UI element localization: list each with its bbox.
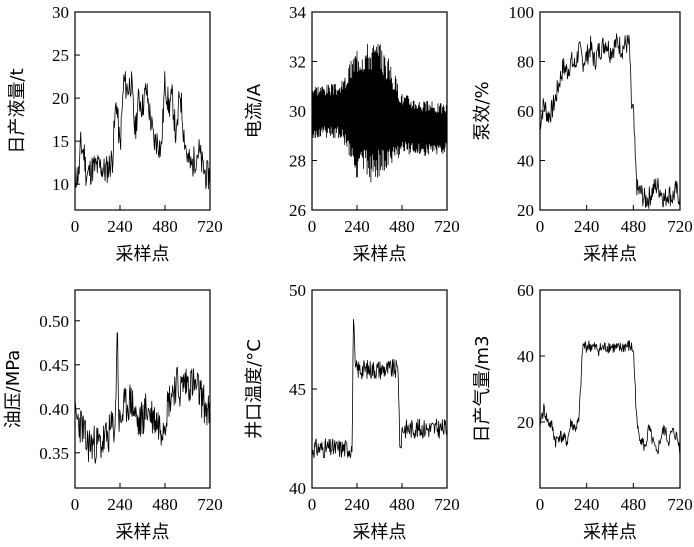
y-tick-label: 80 [517, 53, 534, 72]
x-tick-label: 480 [152, 495, 178, 514]
y-axis-label: 电流/A [244, 83, 265, 138]
panel-2: 0 240 480 720 26 28 30 32 34 采样点 电流/A [244, 3, 460, 265]
x-tick-label: 240 [107, 217, 133, 236]
x-tick-label: 240 [574, 495, 600, 514]
series-line [539, 33, 681, 209]
x-tick-label: 720 [197, 495, 223, 514]
y-axis-label: 油压/MPa [3, 350, 24, 429]
y-axis-label: 日产气量/m3 [472, 335, 493, 442]
y-tick-label: 30 [52, 3, 69, 22]
x-tick-label: 720 [667, 217, 693, 236]
panel-3: 0 240 480 720 20 40 60 80 100 采样点 泵效/% [472, 3, 693, 265]
y-tick-label: 20 [517, 201, 534, 220]
y-tick-label: 100 [509, 3, 535, 22]
x-tick-label: 240 [344, 217, 370, 236]
y-tick-label: 40 [517, 347, 534, 366]
x-tick-label: 0 [308, 495, 317, 514]
plot-frame [539, 11, 681, 211]
y-tick-label: 45 [289, 380, 306, 399]
y-tick-label: 0.50 [39, 312, 69, 331]
y-tick-label: 25 [52, 46, 69, 65]
plot-frame [74, 11, 211, 211]
y-tick-label: 32 [289, 53, 306, 72]
x-tick-label: 720 [667, 495, 693, 514]
y-axis-label: 日产液量/t [7, 68, 28, 153]
panel-6: 0 240 480 720 20 40 60 采样点 日产气量/m3 [472, 281, 693, 543]
x-tick-label: 720 [434, 217, 460, 236]
x-tick-label: 480 [389, 217, 415, 236]
y-tick-label: 28 [289, 152, 306, 171]
x-tick-label: 480 [152, 217, 178, 236]
y-tick-label: 0.40 [39, 400, 69, 419]
x-axis-label: 采样点 [583, 522, 637, 543]
y-tick-label: 60 [517, 102, 534, 121]
y-tick-label: 60 [517, 281, 534, 300]
plot-frame [539, 289, 681, 489]
x-axis-label: 采样点 [583, 244, 637, 265]
x-tick-label: 720 [197, 217, 223, 236]
series-line [311, 318, 448, 459]
x-tick-label: 480 [389, 495, 415, 514]
y-tick-label: 40 [289, 479, 306, 498]
x-tick-label: 240 [107, 495, 133, 514]
x-tick-label: 240 [574, 217, 600, 236]
x-tick-label: 240 [344, 495, 370, 514]
x-tick-label: 480 [621, 217, 647, 236]
y-tick-label: 34 [289, 3, 307, 22]
x-tick-label: 0 [536, 495, 545, 514]
y-tick-label: 50 [289, 281, 306, 300]
panel-5: 0 240 480 720 40 45 50 采样点 井口温度/°C [244, 281, 460, 543]
x-axis-label: 采样点 [353, 244, 407, 265]
y-tick-label: 20 [517, 413, 534, 432]
plot-frame [74, 289, 211, 489]
x-tick-label: 720 [434, 495, 460, 514]
y-tick-label: 20 [52, 89, 69, 108]
plot-frame [311, 289, 448, 489]
y-axis-label: 泵效/% [472, 81, 493, 140]
y-tick-label: 0.35 [39, 444, 69, 463]
x-tick-label: 480 [621, 495, 647, 514]
x-tick-label: 0 [71, 495, 80, 514]
x-tick-label: 0 [308, 217, 317, 236]
panel-1: 0 240 480 720 10 15 20 25 30 采样点 日产液量/t [7, 3, 223, 265]
y-axis-label: 井口温度/°C [244, 339, 265, 439]
series-line [311, 43, 448, 183]
y-tick-label: 40 [517, 152, 534, 171]
series-line [539, 340, 681, 455]
x-tick-label: 0 [71, 217, 80, 236]
x-axis-label: 采样点 [116, 244, 170, 265]
series-line [74, 332, 211, 464]
y-tick-label: 15 [52, 132, 69, 151]
y-tick-label: 10 [52, 175, 69, 194]
y-tick-label: 26 [289, 201, 306, 220]
panel-4: 0 240 480 720 0.35 0.40 0.45 0.50 采样点 油压/MPa [3, 289, 223, 543]
series-line [74, 71, 211, 190]
y-tick-label: 0.45 [39, 356, 69, 375]
x-axis-label: 采样点 [116, 522, 170, 543]
x-tick-label: 0 [536, 217, 545, 236]
y-tick-label: 30 [289, 102, 306, 121]
x-axis-label: 采样点 [353, 522, 407, 543]
